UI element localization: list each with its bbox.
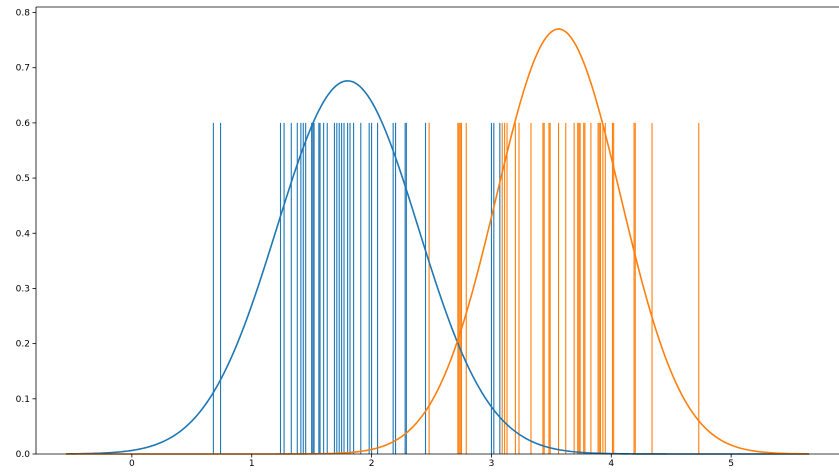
y-tick-label: 0.3 [16, 284, 30, 294]
y-tick-label: 0.4 [16, 229, 31, 239]
x-tick-label: 0 [129, 459, 135, 469]
density-curve-series-0 [65, 80, 810, 455]
y-tick-label: 0.2 [16, 340, 30, 350]
x-tick-label: 2 [369, 459, 375, 469]
y-tick-label: 0.7 [16, 64, 30, 74]
y-tick-label: 0.6 [16, 119, 31, 129]
y-tick-label: 0.5 [16, 174, 30, 184]
x-tick-label: 5 [728, 459, 734, 469]
x-tick-label: 4 [608, 459, 614, 469]
density-curve-series-1 [65, 28, 810, 455]
y-tick-label: 0.0 [16, 450, 31, 460]
x-tick-label: 1 [249, 459, 255, 469]
x-tick-label: 3 [489, 459, 495, 469]
y-tick-label: 0.8 [16, 9, 31, 19]
y-tick-label: 0.1 [16, 395, 30, 405]
